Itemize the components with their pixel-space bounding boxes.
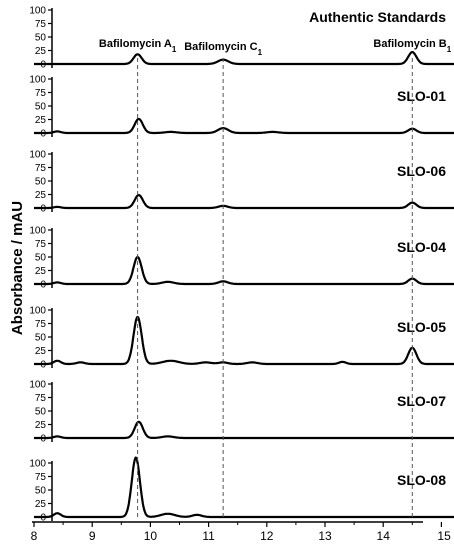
x-tick-label: 15 min (437, 529, 454, 543)
y-tick-label: 50 (35, 253, 47, 264)
trace-line (33, 456, 454, 519)
y-tick-label: 100 (29, 150, 46, 161)
panel-label: SLO-06 (397, 163, 446, 179)
y-tick-label: 100 (29, 459, 46, 470)
trace-line (33, 420, 454, 440)
y-tick-label: 25 (35, 115, 47, 126)
y-tick-label: 25 (35, 190, 47, 201)
peak-label-subscript: 1 (447, 45, 452, 54)
peak-label: Bafilomycin A1 (99, 38, 177, 54)
peak-label-subscript: 1 (172, 45, 177, 54)
trace-line (33, 255, 454, 286)
x-tick-label: 13 (318, 529, 332, 543)
y-tick-label: 25 (35, 346, 47, 357)
x-tick-label: 14 (377, 529, 391, 543)
y-tick-label: 25 (35, 46, 47, 57)
panel-label: SLO-08 (397, 472, 446, 488)
y-tick-label: 50 (35, 486, 47, 497)
y-tick-label: 25 (35, 420, 47, 431)
reference-lines-layer: Bafilomycin A1 Bafilomycin C1 Bafilomycin … (99, 38, 452, 519)
x-tick-label: 12 (260, 529, 274, 543)
panel-label: SLO-07 (397, 393, 446, 409)
y-tick-label: 75 (35, 163, 47, 174)
panel-label: SLO-04 (397, 239, 446, 255)
trace-line (33, 51, 454, 66)
y-tick-label: 100 (29, 226, 46, 237)
panel-label: SLO-05 (397, 319, 446, 335)
y-tick-label: 50 (35, 33, 47, 44)
y-tick-label: 75 (35, 19, 47, 30)
y-tick-label: 100 (29, 6, 46, 17)
panels-layer: 02550751000255075100SLO-010255075100SLO-… (29, 6, 454, 524)
y-tick-label: 75 (35, 472, 47, 483)
y-tick-label: 100 (29, 75, 46, 86)
x-tick-label: 9 (89, 529, 96, 543)
x-tick-label: 8 (31, 529, 38, 543)
peak-label: Bafilomycin C1 (184, 41, 262, 57)
x-tick-label: 11 (202, 529, 215, 543)
trace-line (33, 315, 454, 366)
y-tick-label: 50 (35, 177, 47, 188)
y-tick-label: 50 (35, 102, 47, 113)
peak-label-subscript: 1 (258, 48, 263, 57)
y-tick-label: 75 (35, 393, 47, 404)
x-tick-label: 10 (144, 529, 158, 543)
y-tick-label: 75 (35, 88, 47, 99)
y-tick-label: 50 (35, 333, 47, 344)
y-tick-label: 25 (35, 266, 47, 277)
panel-label: SLO-01 (397, 88, 446, 104)
peak-label: Bafilomycin B1 (373, 38, 451, 54)
x-axis: 8 9 10 11 12 13 14 15 min (31, 521, 454, 543)
y-axis-label: Absorbance / mAU (9, 201, 26, 335)
y-tick-label: 50 (35, 407, 47, 418)
trace-line (33, 193, 454, 210)
y-tick-label: 100 (29, 306, 46, 317)
y-tick-label: 25 (35, 499, 47, 510)
y-tick-label: 100 (29, 380, 46, 391)
chart-title: Authentic Standards (309, 9, 446, 25)
y-tick-label: 75 (35, 239, 47, 250)
trace-line (33, 117, 454, 135)
y-tick-label: 75 (35, 319, 47, 330)
